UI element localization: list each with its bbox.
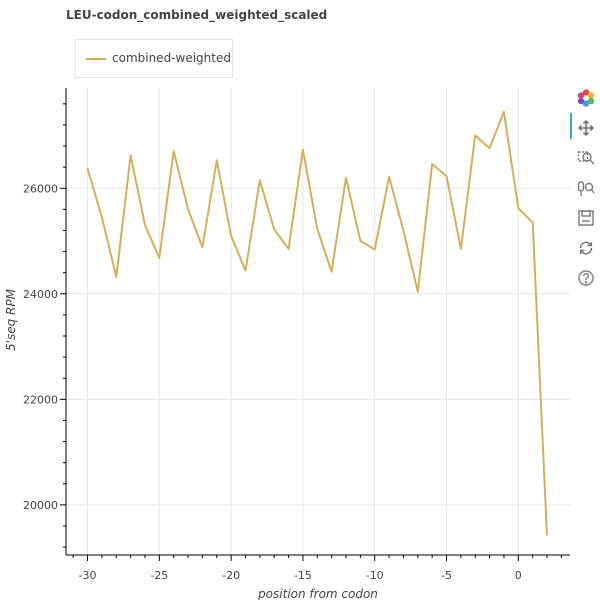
legend-label: combined-weighted [112, 51, 231, 65]
y-tick-label: 26000 [23, 182, 58, 195]
series-line-combined-weighted [86, 110, 548, 536]
toolbar [570, 84, 600, 304]
x-tick-label: -25 [150, 569, 168, 582]
x-tick-label: -30 [79, 569, 97, 582]
reset-tool-icon[interactable] [576, 238, 596, 258]
ticks: -30 -25 -20 -15 -10 -5 0 20000 22000 24000 26000 [23, 103, 562, 582]
grid-lines [66, 88, 570, 555]
x-axis-label: position from codon [257, 587, 378, 600]
x-tick-label: -15 [294, 569, 312, 582]
legend-swatch [86, 58, 106, 60]
pan-tool-icon[interactable] [576, 118, 596, 138]
series-group [86, 110, 548, 536]
y-tick-label: 20000 [23, 499, 58, 512]
help-tool-icon[interactable] [576, 268, 596, 288]
box-zoom-tool-icon[interactable] [576, 148, 596, 168]
chart-title: LEU-codon_combined_weighted_scaled [66, 8, 328, 22]
x-tick-label: 0 [515, 569, 522, 582]
save-tool-icon[interactable] [576, 208, 596, 228]
y-tick-label: 24000 [23, 288, 58, 301]
wheel-zoom-tool-icon[interactable] [576, 178, 596, 198]
y-axis-label: 5'seq RPM [4, 288, 18, 351]
y-tick-label: 22000 [23, 393, 58, 406]
x-tick-label: -20 [222, 569, 240, 582]
axes [65, 88, 570, 556]
bokeh-logo-icon[interactable] [576, 88, 596, 108]
active-tool-indicator [570, 113, 572, 139]
x-tick-label: -5 [441, 569, 452, 582]
x-tick-label: -10 [366, 569, 384, 582]
legend: combined-weighted [75, 39, 233, 78]
